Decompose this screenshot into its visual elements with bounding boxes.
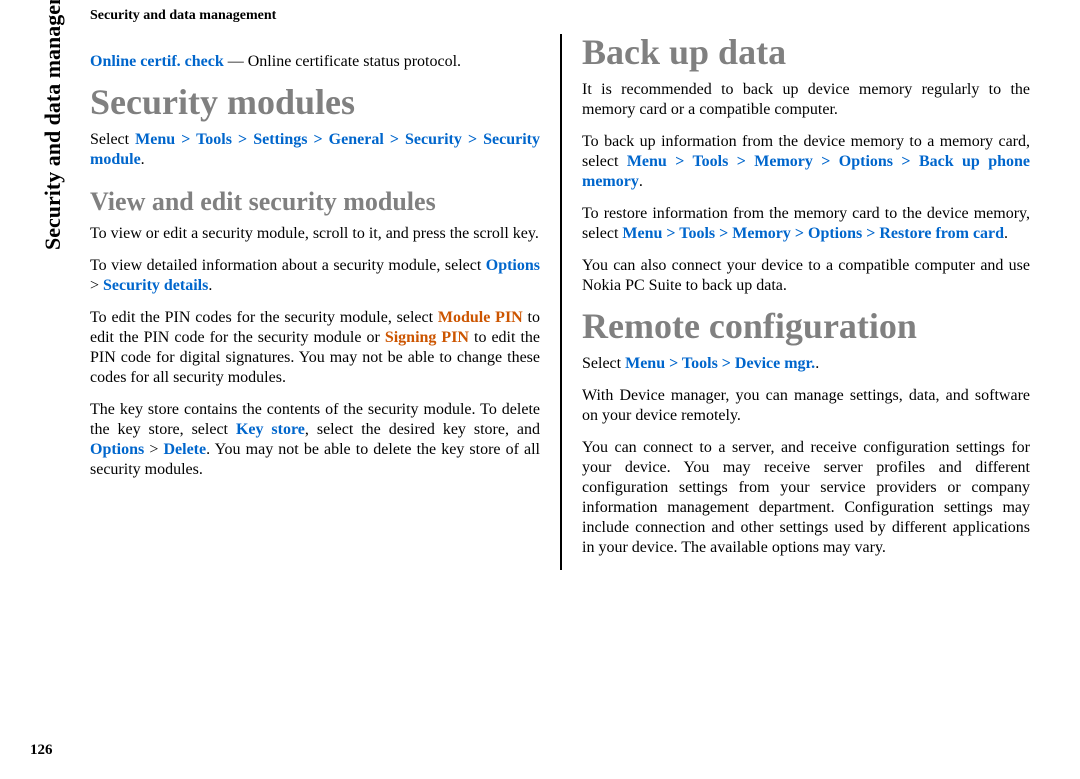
ui-term: Module PIN <box>438 309 523 326</box>
body-text: . <box>1004 225 1008 242</box>
ui-term: Online certif. check <box>90 53 224 70</box>
body-text: — Online certificate status protocol. <box>224 53 461 70</box>
body-text: . <box>208 277 212 294</box>
ui-term: Signing PIN <box>385 329 469 346</box>
paragraph: You can also connect your device to a co… <box>582 256 1030 296</box>
ui-term: Options <box>486 257 540 274</box>
body-text: To edit the PIN codes for the security m… <box>90 309 438 326</box>
section-heading: Security modules <box>90 84 540 122</box>
paragraph: It is recommended to back up device memo… <box>582 80 1030 120</box>
ui-term: Delete <box>163 441 206 458</box>
paragraph: To back up information from the device m… <box>582 132 1030 192</box>
paragraph: With Device manager, you can manage sett… <box>582 386 1030 426</box>
body-text: , select the desired key store, and <box>305 421 540 438</box>
body-text: . <box>141 151 145 168</box>
section-heading: Remote configuration <box>582 308 1030 346</box>
body-text: > <box>144 441 163 458</box>
ui-term: Options <box>90 441 144 458</box>
two-column-layout: Online certif. check — Online certificat… <box>90 34 1050 570</box>
body-text: Select <box>90 131 135 148</box>
right-column: Back up data It is recommended to back u… <box>560 34 1030 570</box>
menu-path: Menu > Tools > Settings > General > Secu… <box>90 131 540 168</box>
paragraph: To view detailed information about a sec… <box>90 256 540 296</box>
menu-path: Menu > Tools > Memory > Options > Back u… <box>582 153 1030 190</box>
paragraph: To view or edit a security module, scrol… <box>90 224 540 244</box>
page-number: 126 <box>30 742 53 759</box>
body-text: To view detailed information about a sec… <box>90 257 486 274</box>
subsection-heading: View and edit security modules <box>90 188 540 217</box>
document-page: Security and data management Security an… <box>0 0 1080 779</box>
ui-term: Security details <box>103 277 208 294</box>
paragraph: Select Menu > Tools > Settings > General… <box>90 130 540 170</box>
paragraph: To edit the PIN codes for the security m… <box>90 308 540 388</box>
paragraph: To restore information from the memory c… <box>582 204 1030 244</box>
paragraph: Online certif. check — Online certificat… <box>90 52 540 72</box>
body-text: . <box>639 173 643 190</box>
side-chapter-label: Security and data management <box>40 0 66 250</box>
body-text: Select <box>582 355 625 372</box>
ui-term: Key store <box>236 421 305 438</box>
paragraph: Select Menu > Tools > Device mgr.. <box>582 354 1030 374</box>
menu-path: Menu > Tools > Device mgr. <box>625 355 815 372</box>
menu-path: Menu > Tools > Memory > Options > Restor… <box>622 225 1004 242</box>
body-text: > <box>90 277 103 294</box>
section-heading: Back up data <box>582 34 1030 72</box>
page-header: Security and data management <box>90 8 1050 24</box>
paragraph: The key store contains the contents of t… <box>90 400 540 480</box>
paragraph: You can connect to a server, and receive… <box>582 438 1030 558</box>
body-text: . <box>815 355 819 372</box>
left-column: Online certif. check — Online certificat… <box>90 34 560 570</box>
